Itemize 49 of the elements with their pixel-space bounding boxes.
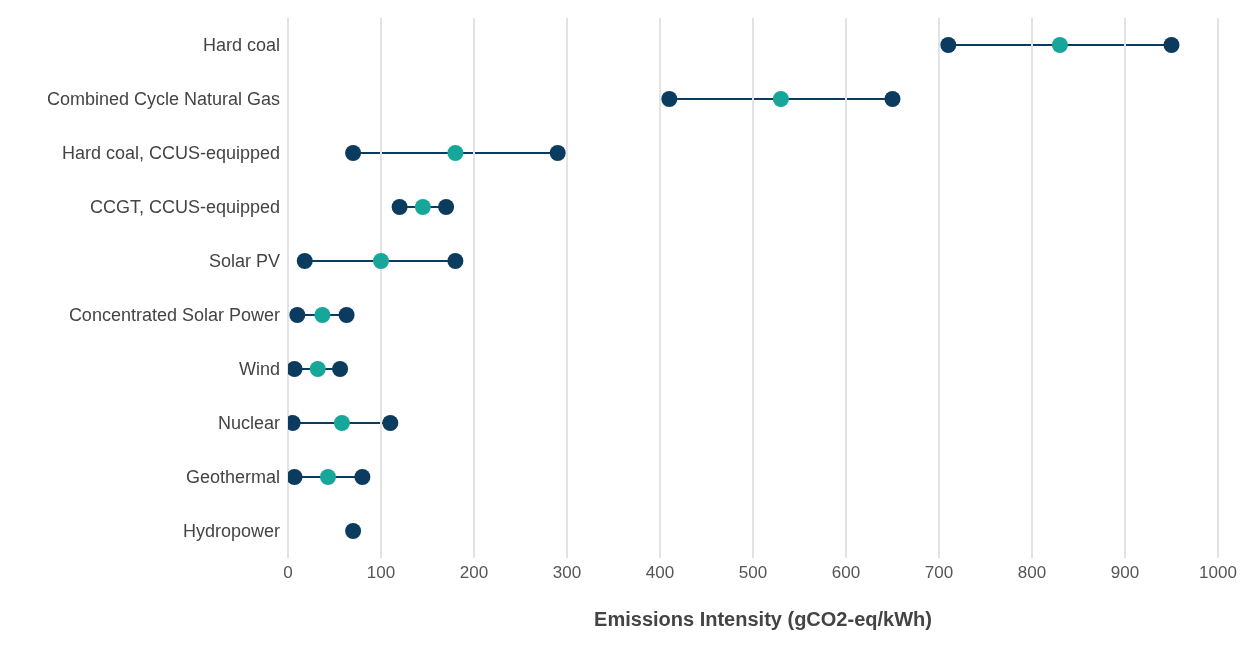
point (884, 91, 901, 107)
point (414, 199, 431, 215)
y-tick-label: Combined Cycle Natural Gas (46, 89, 280, 110)
point (319, 469, 336, 485)
point (289, 307, 306, 323)
x-tick-label: 0 (283, 563, 293, 583)
point (391, 199, 408, 215)
point (772, 91, 789, 107)
point (332, 361, 349, 377)
point (661, 91, 678, 107)
x-tick-label: 800 (1017, 563, 1047, 583)
point (373, 253, 389, 269)
point (447, 145, 464, 161)
y-tick-label: Hard coal, CCUS-equipped (61, 143, 280, 164)
point (314, 307, 331, 323)
point (345, 523, 362, 539)
point (1051, 37, 1068, 53)
y-tick-label: Hard coal (202, 35, 280, 56)
point (338, 307, 355, 323)
point (345, 145, 362, 161)
point (296, 253, 313, 269)
point (309, 361, 326, 377)
y-tick-label: Hydropower (182, 521, 280, 542)
point (382, 415, 399, 431)
x-tick-label: 100 (366, 563, 396, 583)
point (1163, 37, 1180, 53)
x-axis-title: Emissions Intensity (gCO2-eq/kWh) (593, 608, 933, 631)
y-tick-label: Concentrated Solar Power (68, 305, 280, 326)
x-tick-label: 500 (738, 563, 768, 583)
point (940, 37, 957, 53)
x-tick-label: 1000 (1199, 563, 1237, 583)
point (333, 415, 350, 431)
x-tick-label: 400 (645, 563, 675, 583)
x-tick-label: 300 (552, 563, 582, 583)
y-tick-label: Wind (238, 359, 280, 380)
point (447, 253, 464, 269)
y-tick-label: Solar PV (208, 251, 280, 272)
x-tick-label: 200 (459, 563, 489, 583)
point (438, 199, 455, 215)
y-tick-label: Geothermal (185, 467, 280, 488)
x-tick-label: 600 (831, 563, 861, 583)
y-tick-label: Nuclear (217, 413, 280, 434)
point (549, 145, 566, 161)
y-tick-label: CCGT, CCUS-equipped (89, 197, 280, 218)
point (288, 469, 303, 485)
x-tick-label: 900 (1110, 563, 1140, 583)
point (354, 469, 371, 485)
x-tick-label: 700 (924, 563, 954, 583)
point (288, 361, 303, 377)
